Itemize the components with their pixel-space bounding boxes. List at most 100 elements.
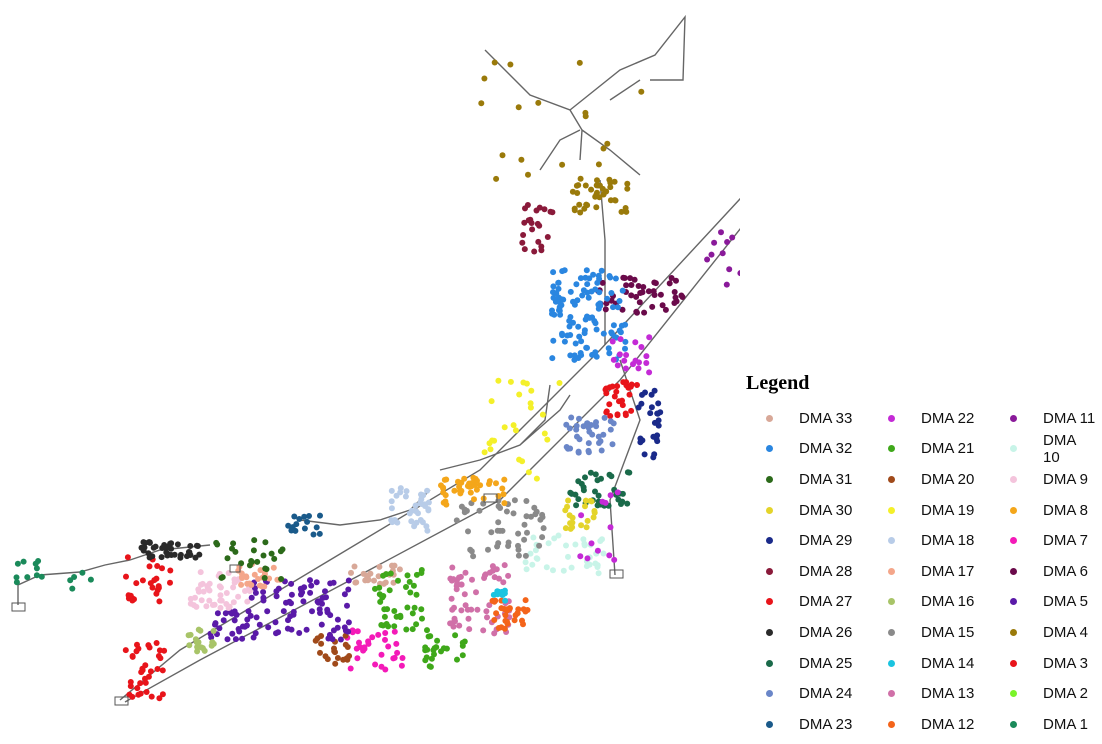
legend-marker-icon [1010, 475, 1017, 483]
network-node [394, 649, 401, 656]
network-node [351, 563, 358, 570]
network-node [582, 474, 588, 481]
network-node [167, 567, 174, 574]
network-node [217, 592, 224, 599]
network-node [318, 640, 325, 647]
network-node [607, 426, 614, 433]
network-node [553, 290, 560, 297]
network-node [587, 497, 594, 504]
network-node [577, 209, 584, 216]
network-node [129, 653, 136, 659]
network-node [533, 207, 540, 214]
network-node [250, 547, 257, 554]
network-node [127, 679, 134, 685]
network-node [383, 621, 390, 627]
network-node [278, 576, 285, 582]
network-node [375, 573, 382, 580]
network-node [607, 184, 614, 191]
network-node [528, 513, 534, 520]
network-node [603, 188, 610, 195]
network-node [273, 593, 280, 600]
network-node [586, 275, 593, 282]
network-node [504, 618, 510, 625]
network-node [595, 161, 602, 168]
network-node [536, 542, 543, 549]
network-node [515, 104, 522, 111]
network-node [288, 580, 295, 587]
network-node [137, 690, 144, 697]
network-node [657, 291, 664, 298]
network-node [418, 496, 425, 503]
network-node [206, 587, 213, 594]
network-node [628, 292, 635, 299]
network-node [567, 332, 574, 338]
network-node [391, 562, 398, 569]
network-node [567, 288, 574, 295]
network-node [643, 353, 650, 360]
legend-item: DMA 6 [990, 556, 1096, 587]
network-node [614, 383, 621, 390]
west-branch [17, 544, 211, 605]
network-node [296, 516, 303, 522]
network-node [530, 534, 537, 541]
legend-marker-icon [888, 628, 895, 636]
network-node [588, 422, 595, 428]
network-node [626, 469, 633, 476]
network-node [619, 490, 626, 497]
network-node [511, 617, 518, 624]
network-node [596, 289, 603, 296]
network-node [458, 487, 465, 494]
network-node [324, 656, 331, 663]
network-node [254, 558, 261, 565]
network-node [512, 427, 519, 434]
legend-label: DMA 3 [1043, 654, 1089, 672]
network-node [260, 589, 267, 595]
legend-marker-icon [888, 659, 895, 667]
legend: Legend DMA 33 DMA 22 DMA 11 DMA 32 DMA 21 DMA… [746, 372, 1096, 740]
network-node [413, 591, 420, 598]
legend-label: DMA 16 [921, 593, 975, 611]
network-node [194, 644, 201, 650]
network-node [409, 626, 416, 633]
network-node [523, 380, 530, 387]
network-node [290, 608, 297, 615]
network-node [465, 615, 472, 622]
network-node [433, 644, 440, 651]
network-node [402, 493, 409, 500]
network-node [611, 197, 618, 204]
network-nodes [13, 59, 740, 702]
network-node [516, 456, 523, 463]
network-node [382, 666, 389, 673]
network-node [488, 398, 495, 405]
network-node [216, 625, 223, 632]
network-node [572, 340, 579, 347]
network-node [330, 627, 337, 634]
network-node [532, 547, 539, 554]
network-node [495, 377, 502, 384]
network-node [619, 397, 625, 404]
network-node [153, 640, 160, 646]
reservoir-icon [11, 602, 26, 612]
network-node [556, 307, 562, 314]
network-node [244, 616, 251, 623]
network-node [232, 548, 239, 555]
dma4-branches [484, 14, 686, 176]
network-node [729, 234, 736, 241]
network-node [382, 630, 389, 636]
network-node [253, 614, 260, 621]
network-node [600, 431, 607, 438]
network-node [14, 560, 21, 567]
network-node [345, 577, 352, 584]
network-node [470, 553, 477, 560]
network-node [147, 668, 154, 675]
network-node [567, 445, 574, 452]
network-node [345, 619, 352, 626]
network-node [367, 570, 374, 577]
network-node [280, 608, 287, 615]
network-node [334, 655, 341, 661]
network-node [575, 478, 582, 485]
network-node [607, 274, 614, 281]
network-node [532, 511, 539, 518]
network-node [423, 523, 430, 530]
network-node [288, 591, 295, 598]
